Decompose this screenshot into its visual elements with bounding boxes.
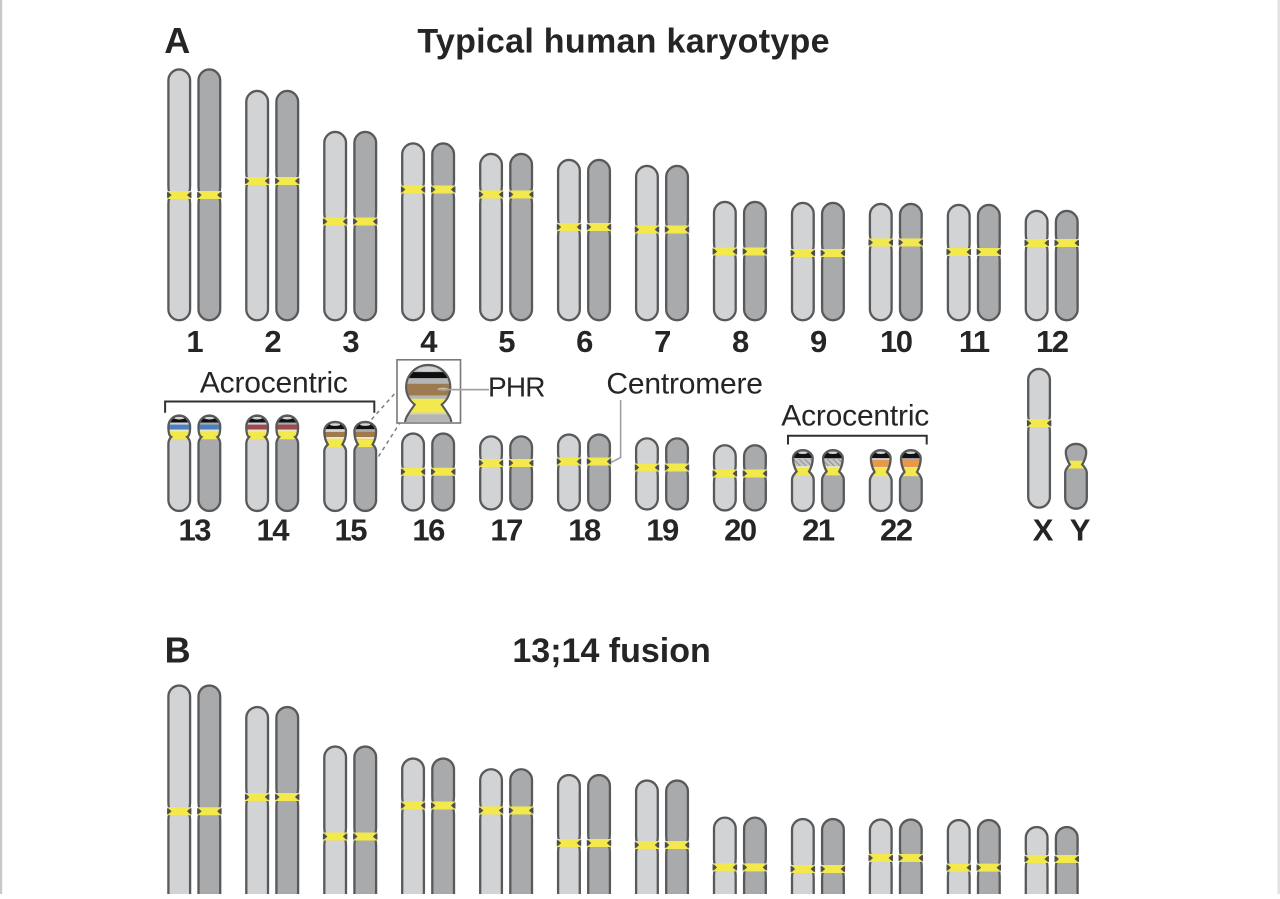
svg-text:6: 6 — [576, 324, 593, 359]
svg-text:7: 7 — [654, 324, 670, 359]
svg-text:8: 8 — [732, 324, 749, 359]
svg-text:1: 1 — [186, 324, 203, 359]
svg-text:4: 4 — [420, 324, 438, 359]
svg-text:12: 12 — [1036, 324, 1068, 359]
svg-text:10: 10 — [880, 324, 912, 359]
svg-text:15: 15 — [334, 513, 367, 548]
svg-text:X: X — [1033, 513, 1054, 548]
svg-text:Y: Y — [1070, 513, 1091, 548]
svg-text:11: 11 — [959, 324, 990, 359]
svg-text:20: 20 — [724, 513, 756, 548]
svg-text:13: 13 — [179, 513, 212, 548]
svg-text:3: 3 — [342, 324, 359, 359]
svg-text:18: 18 — [568, 513, 601, 548]
svg-text:19: 19 — [646, 513, 679, 548]
svg-text:Acrocentric: Acrocentric — [781, 399, 929, 432]
svg-text:PHR: PHR — [488, 372, 545, 403]
svg-text:A: A — [164, 20, 190, 61]
svg-text:13;14 fusion: 13;14 fusion — [512, 632, 710, 670]
svg-text:9: 9 — [810, 324, 827, 359]
svg-text:17: 17 — [490, 513, 522, 548]
svg-text:16: 16 — [412, 513, 445, 548]
svg-text:5: 5 — [498, 324, 515, 359]
svg-text:B: B — [165, 630, 191, 671]
svg-text:22: 22 — [880, 513, 912, 548]
svg-text:Typical human karyotype: Typical human karyotype — [417, 23, 830, 61]
svg-text:14: 14 — [256, 513, 290, 548]
svg-text:2: 2 — [264, 324, 280, 359]
svg-text:Acrocentric: Acrocentric — [200, 367, 348, 400]
svg-text:Centromere: Centromere — [606, 368, 762, 401]
svg-text:21: 21 — [802, 513, 835, 548]
